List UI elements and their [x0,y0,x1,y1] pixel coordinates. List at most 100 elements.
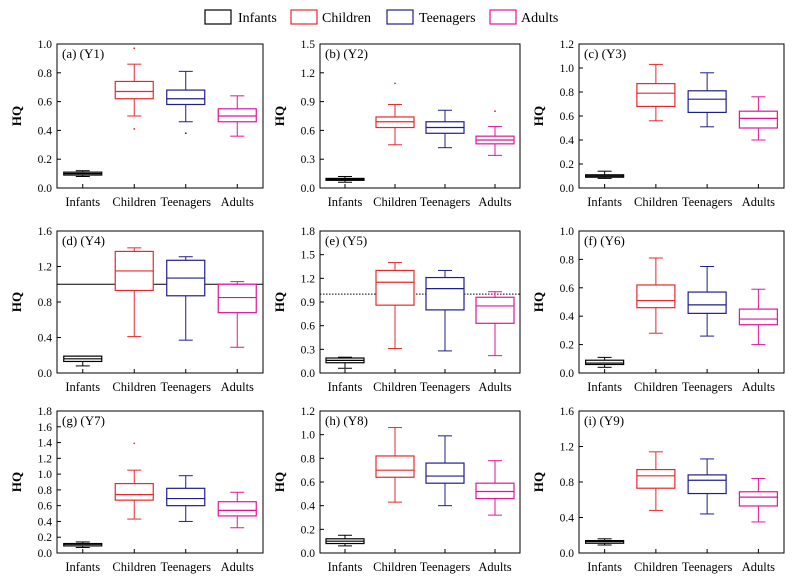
box-infants [325,356,365,369]
legend-label-children: Children [322,11,371,26]
y-tick-label: 0.8 [38,297,53,309]
outlier-point [133,442,136,445]
x-tick-label: Infants [587,380,622,394]
box-adults [475,291,515,357]
y-tick-label: 1.2 [560,442,575,454]
plot-frame [319,410,521,554]
panels-grid: 0.0 0.2 0.4 0.6 0.8 1.0 HQ (a) (Y1) Infants Child… [9,39,785,574]
y-axis-label: HQ [272,472,287,492]
box-children [114,442,154,520]
y-tick-label: 0.0 [301,183,316,195]
y-axis-label: HQ [531,292,546,312]
panel-2: 0.0 0.3 0.6 0.9 1.2 1.5 HQ (b) (Y2) Infants Child… [272,39,521,209]
box-adults [738,477,778,523]
y-tick-label: 1.2 [38,262,53,274]
iqr-box [114,80,154,100]
y-tick-label: 0.2 [38,532,53,544]
box-teenagers [166,256,206,341]
plot-frame [319,43,521,189]
legend-swatch-teenagers [386,9,414,25]
box-adults [217,281,257,348]
x-tick-label: Teenagers [420,195,471,209]
y-tick-label: 0.6 [301,125,316,137]
y-tick-label: 0.2 [560,340,575,352]
y-tick-label: 0.4 [560,513,575,525]
y-tick-label: 0.0 [560,183,575,195]
panel-title: (e) (Y5) [325,233,367,248]
box-infants [585,538,625,546]
y-tick-label: 1.6 [38,226,53,238]
box-infants [585,356,625,368]
x-tick-label: Children [373,195,417,209]
x-tick-label: Children [112,380,156,394]
panel-9: 0.0 0.4 0.8 1.2 1.6 HQ (i) (Y9) Infants Children… [531,406,785,574]
iqr-box [738,110,778,129]
x-tick-label: Adults [742,195,775,209]
y-tick-label: 0.0 [38,548,53,560]
x-tick-label: Teenagers [682,380,733,394]
box-infants [63,541,103,548]
iqr-box [425,462,465,484]
panel-title: (f) (Y6) [584,233,625,248]
y-tick-label: 1.2 [38,453,53,465]
y-tick-label: 1.4 [38,438,53,450]
iqr-box [636,284,676,309]
y-axis-label: HQ [272,106,287,126]
y-axis-label: HQ [9,106,24,126]
y-tick-label: 0.4 [38,333,53,345]
iqr-box [738,491,778,507]
outlier-point [133,128,136,130]
x-tick-label: Teenagers [161,560,212,574]
iqr-box [114,482,154,501]
x-tick-label: Infants [328,195,363,209]
y-tick-label: 1.0 [560,226,575,238]
box-children [375,262,415,350]
panel-4: 0.0 0.4 0.8 1.2 1.6 HQ (d) (Y4) Infants Children… [9,226,264,394]
y-tick-label: 0.8 [38,68,53,80]
panel-8: 0.0 0.2 0.4 0.6 0.8 1.0 1.2 HQ (h) (Y8) Infants Ch… [272,406,521,574]
outlier-point [133,47,136,50]
box-adults [217,491,257,529]
x-tick-label: Children [373,560,417,574]
box-teenagers [166,70,206,135]
y-tick-label: 1.2 [301,406,316,418]
y-tick-label: 1.2 [301,273,316,285]
x-tick-label: Teenagers [682,195,733,209]
box-teenagers [425,109,465,149]
legend-swatch-adults [489,9,517,25]
box-adults [217,95,257,137]
x-tick-label: Children [112,195,156,209]
x-tick-label: Infants [65,560,100,574]
y-tick-label: 0.4 [301,501,316,513]
x-tick-label: Infants [328,380,363,394]
y-tick-label: 0.6 [560,283,575,295]
iqr-box [738,308,778,326]
iqr-box [585,359,625,366]
legend: Infants Children Teenagers Adults [204,9,558,26]
y-tick-label: 0.9 [301,297,316,309]
y-tick-label: 1.8 [301,226,316,238]
y-tick-label: 0.4 [560,311,575,323]
box-infants [585,170,625,179]
plot-frame [578,410,785,554]
y-tick-label: 0.8 [560,87,575,99]
x-tick-label: Infants [65,380,100,394]
iqr-box [636,468,676,489]
panel-title: (a) (Y1) [62,46,104,61]
x-tick-label: Children [112,560,156,574]
box-infants [63,170,103,177]
box-teenagers [166,475,206,522]
y-tick-label: 1.0 [38,469,53,481]
plot-frame [578,230,785,374]
x-tick-label: Teenagers [161,380,212,394]
panel-5: 0.0 0.3 0.6 0.9 1.2 1.5 1.8 HQ (e) (Y5) Infants Ch… [272,226,521,394]
y-tick-label: 0.0 [560,548,575,560]
y-tick-label: 0.8 [560,477,575,489]
x-tick-label: Adults [478,380,511,394]
y-tick-label: 0.8 [38,485,53,497]
legend-label-infants: Infants [238,11,277,26]
x-tick-label: Infants [587,560,622,574]
box-adults [738,288,778,346]
y-tick-label: 0.6 [560,111,575,123]
iqr-box [687,291,727,314]
